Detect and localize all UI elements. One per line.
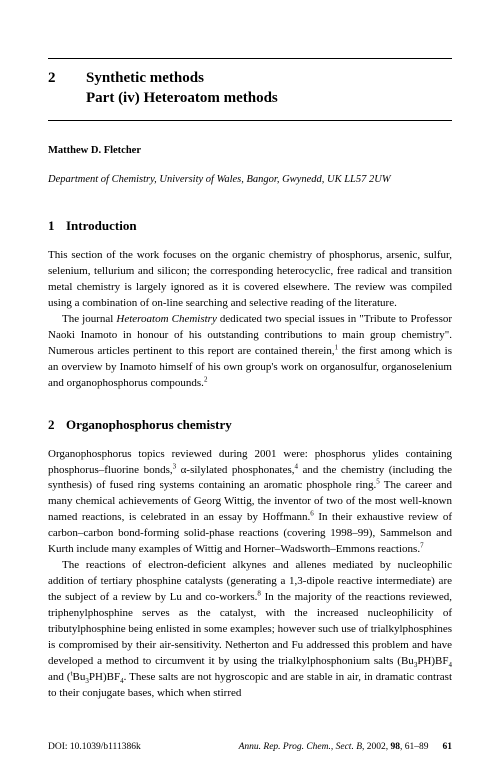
section-2-heading: 2Organophosphorus chemistry: [48, 416, 452, 435]
section-2-para-2: The reactions of electron-deficient alky…: [48, 558, 452, 701]
doi-text: DOI: 10.1039/b111386k: [48, 741, 141, 755]
text-run: The journal: [62, 313, 116, 325]
chapter-subtitle: Part (iv) Heteroatom methods: [86, 89, 452, 109]
author-name: Matthew D. Fletcher: [48, 143, 452, 158]
volume-number: 98: [391, 742, 401, 752]
section-organophosphorus: 2Organophosphorus chemistry Organophosph…: [48, 416, 452, 702]
under-title-rule: [48, 120, 452, 121]
pub-year: 2002: [367, 742, 386, 752]
section-1-para-2: The journal Heteroatom Chemistry dedicat…: [48, 312, 452, 392]
subscript: 4: [449, 661, 453, 669]
section-1-para-1: This section of the work focuses on the …: [48, 248, 452, 312]
section-2-para-1: Organophosphorus topics reviewed during …: [48, 447, 452, 559]
chapter-header: 2 Synthetic methods Part (iv) Heteroatom…: [48, 69, 452, 108]
chapter-title: Synthetic methods: [86, 69, 452, 89]
text-run: PH)BF: [89, 671, 120, 683]
text-run: PH)BF: [417, 655, 448, 667]
text-run: and (: [48, 671, 71, 683]
section-2-title: Organophosphorus chemistry: [66, 417, 232, 432]
page-number: 61: [443, 742, 453, 752]
section-introduction: 1Introduction This section of the work f…: [48, 217, 452, 391]
top-rule: [48, 58, 452, 59]
text-run: Bu: [73, 671, 86, 683]
chapter-number: 2: [48, 69, 86, 108]
page-footer: DOI: 10.1039/b111386k Annu. Rep. Prog. C…: [48, 741, 452, 755]
journal-name: Heteroatom Chemistry: [116, 313, 216, 325]
author-affiliation: Department of Chemistry, University of W…: [48, 172, 452, 187]
citation-ref: 2: [204, 375, 208, 383]
text-run: α-silylated phosphonates,: [176, 464, 294, 476]
section-1-num: 1: [48, 217, 66, 236]
citation-line: Annu. Rep. Prog. Chem., Sect. B, 2002, 9…: [239, 741, 452, 755]
section-1-heading: 1Introduction: [48, 217, 452, 236]
journal-abbrev: Annu. Rep. Prog. Chem., Sect. B: [239, 742, 362, 752]
page-range: 61–89: [405, 742, 429, 752]
citation-ref: 7: [420, 542, 424, 550]
section-2-num: 2: [48, 416, 66, 435]
section-1-title: Introduction: [66, 218, 137, 233]
